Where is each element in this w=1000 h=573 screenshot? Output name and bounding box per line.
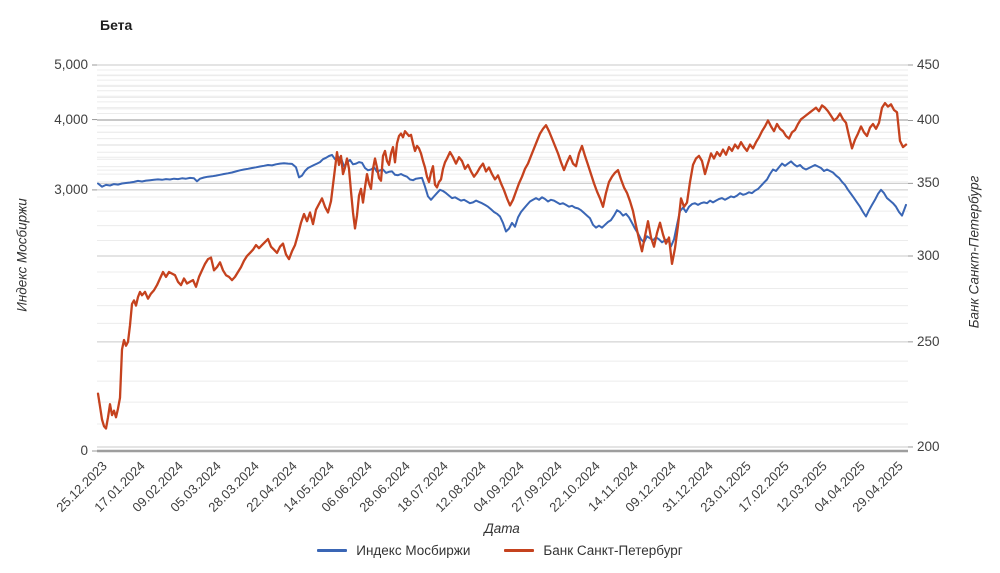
bspb-line-swatch bbox=[504, 549, 535, 552]
right-axis-tick-label: 300 bbox=[917, 247, 940, 263]
legend-item-bspb: Банк Санкт-Петербург bbox=[504, 543, 683, 558]
right-axis-title: Банк Санкт-Петербург bbox=[966, 175, 982, 329]
legend-label-moex: Индекс Мосбиржи bbox=[356, 543, 471, 558]
right-axis-tick-label: 350 bbox=[917, 175, 940, 191]
series-line-bank-spb bbox=[96, 101, 908, 430]
left-axis-title: Индекс Мосбиржи bbox=[14, 198, 30, 312]
left-axis-tick-label: 4,000 bbox=[54, 111, 88, 127]
legend: Индекс Мосбиржи Банк Санкт-Петербург bbox=[0, 543, 1000, 558]
series-line-moex-index bbox=[97, 153, 907, 248]
x-axis-title: Дата bbox=[484, 521, 520, 536]
legend-label-bspb: Банк Санкт-Петербург bbox=[543, 543, 683, 558]
right-axis-tick-label: 200 bbox=[917, 438, 940, 454]
chart-title: Бета bbox=[100, 17, 133, 33]
right-axis-tick-label: 250 bbox=[917, 333, 940, 349]
legend-item-moex: Индекс Мосбиржи bbox=[317, 543, 470, 558]
left-axis-tick-label: 5,000 bbox=[54, 57, 88, 72]
left-axis-tick-label: 0 bbox=[80, 443, 88, 458]
moex-line-swatch bbox=[317, 549, 348, 552]
left-axis-tick-label: 3,000 bbox=[54, 181, 88, 197]
right-axis-tick-label: 450 bbox=[917, 57, 940, 72]
right-axis-tick-label: 400 bbox=[917, 112, 940, 128]
